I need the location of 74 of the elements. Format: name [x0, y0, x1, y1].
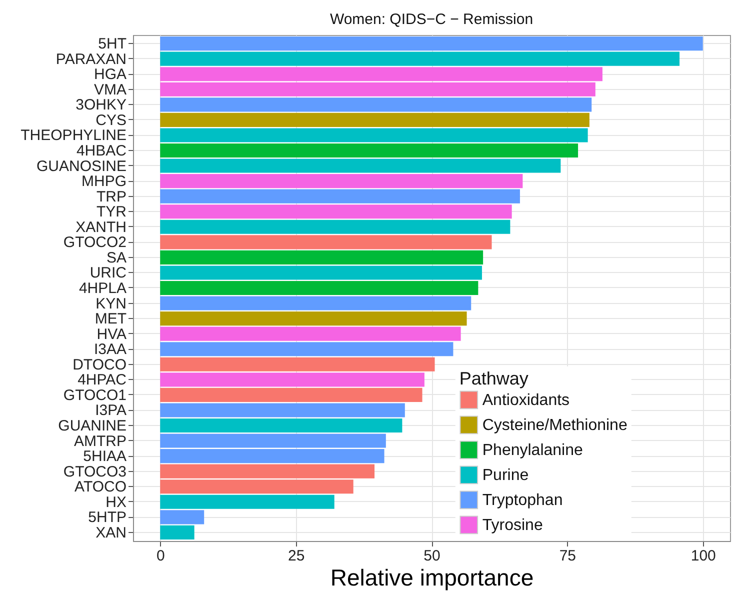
chart-title: Women: QIDS−C − Remission	[330, 11, 534, 28]
bar	[160, 525, 194, 540]
legend-label: Antioxidants	[482, 392, 570, 409]
bar	[160, 403, 405, 418]
y-tick-label: 5HTP	[88, 509, 126, 526]
x-axis-title: Relative importance	[330, 564, 534, 590]
legend-label: Cysteine/Methionine	[482, 416, 628, 434]
bar	[160, 174, 523, 188]
y-tick-label: TRP	[96, 188, 126, 206]
y-tick-label: DTOCO	[72, 356, 126, 374]
legend-label: Tryptophan	[482, 492, 563, 509]
bar	[160, 158, 561, 173]
bar	[160, 250, 484, 264]
bar	[160, 510, 204, 524]
y-tick-label: MET	[94, 310, 126, 328]
bar	[160, 280, 478, 296]
x-tick-label: 75	[559, 548, 576, 564]
y-tick-label: ATOCO	[74, 478, 126, 496]
y-tick-label: TYR	[96, 204, 127, 221]
y-tick-label: CYS	[96, 112, 126, 129]
legend-title: Pathway	[459, 368, 528, 388]
y-tick-label: HX	[106, 494, 126, 511]
bar	[160, 388, 422, 402]
y-tick-label: 5HIAA	[83, 448, 126, 466]
x-tick-label: 25	[288, 548, 305, 564]
y-tick-label: MHPG	[82, 173, 126, 190]
bar	[160, 52, 680, 66]
y-tick-label: XANTH	[76, 218, 126, 236]
y-tick-label: THEOPHYLINE	[20, 127, 126, 144]
y-tick-label: PARAXAN	[56, 50, 126, 68]
y-tick-label: 4HPLA	[78, 280, 126, 297]
bar	[160, 372, 424, 387]
y-tick-label: HGA	[94, 66, 126, 84]
x-tick-label: 0	[156, 548, 165, 564]
y-tick-label: GUANINE	[58, 418, 126, 434]
bar	[160, 36, 703, 51]
bar	[160, 326, 461, 341]
bar	[160, 357, 435, 372]
y-tick-label: SA	[106, 249, 126, 266]
bar	[160, 418, 402, 433]
bar	[160, 296, 472, 310]
y-tick-label: GUANOSINE	[36, 158, 126, 175]
bar	[160, 204, 512, 219]
bar	[160, 494, 334, 509]
bar	[160, 235, 492, 250]
bar	[160, 342, 454, 356]
legend-label: Tyrosine	[482, 516, 543, 534]
y-tick-label: KYN	[96, 295, 126, 312]
y-tick-label: GTOCO1	[63, 386, 126, 404]
bar	[160, 220, 510, 234]
bar	[160, 266, 482, 280]
y-tick-label: URIC	[90, 264, 127, 282]
y-tick-label: I3AA	[94, 341, 126, 358]
y-tick-label: VMA	[94, 81, 126, 98]
bar	[160, 98, 592, 112]
legend-label: Phenylalanine	[482, 442, 584, 459]
y-tick-label: 4HPAC	[78, 372, 127, 389]
legend-label: Purine	[482, 466, 529, 484]
y-tick-label: HVA	[96, 326, 126, 343]
bar	[160, 189, 520, 204]
y-tick-label: I3PA	[95, 402, 126, 420]
y-tick-label: AMTRP	[74, 432, 126, 450]
y-tick-label: 3OHKY	[76, 96, 126, 114]
bar	[160, 112, 590, 127]
y-tick-label: GTOCO2	[63, 234, 126, 252]
y-tick-label: XAN	[96, 524, 126, 542]
y-tick-label: GTOCO3	[63, 463, 126, 480]
bar	[160, 143, 578, 158]
x-tick-label: 50	[424, 548, 440, 564]
y-tick-label: 4HBAC	[76, 142, 127, 160]
y-tick-label: 5HT	[98, 36, 126, 53]
x-tick-label: 100	[690, 548, 716, 564]
bar	[160, 128, 588, 142]
bar	[160, 312, 467, 326]
